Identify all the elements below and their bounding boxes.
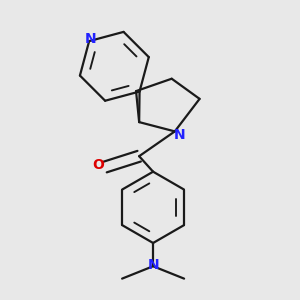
Text: O: O (92, 158, 104, 172)
Text: N: N (174, 128, 186, 142)
Text: N: N (147, 258, 159, 272)
Text: N: N (85, 32, 97, 46)
